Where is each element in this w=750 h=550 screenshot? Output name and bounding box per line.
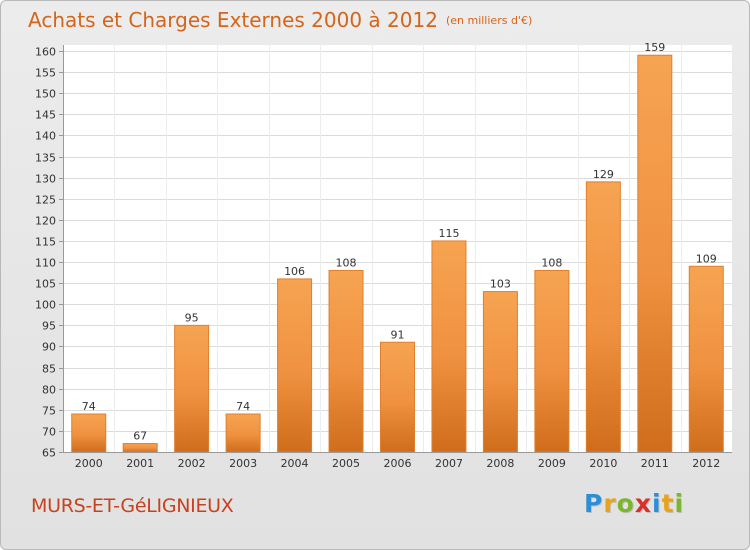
bar-value-label: 109 [696, 252, 717, 265]
y-tick-label: 90 [42, 341, 56, 354]
bar [225, 413, 261, 453]
logo-letter: i [674, 489, 685, 518]
chart-subtitle: (en milliers d'€) [445, 14, 533, 27]
logo-letter: x [634, 489, 652, 518]
y-tick-label: 155 [35, 67, 56, 80]
proxiti-logo: Proxiti [584, 489, 684, 518]
y-tick-label: 125 [35, 194, 56, 207]
bar [431, 240, 467, 453]
x-tick-label: 2002 [178, 457, 206, 470]
y-tick-label: 80 [42, 384, 56, 397]
logo-letter: t [661, 489, 675, 518]
bar [174, 324, 210, 453]
bar [534, 269, 570, 453]
y-tick-label: 150 [35, 88, 56, 101]
y-tick-label: 120 [35, 215, 56, 228]
x-tick-label: 2010 [589, 457, 617, 470]
bar-value-label: 108 [541, 256, 562, 269]
x-tick-label: 2009 [538, 457, 566, 470]
bar-value-label: 129 [593, 168, 614, 181]
x-tick-label: 2004 [281, 457, 309, 470]
chart-title-text: Achats et Charges Externes 2000 à 2012 [28, 8, 438, 32]
bar [585, 181, 621, 453]
bar [380, 341, 415, 453]
bar-value-label: 108 [336, 256, 357, 269]
y-tick-label: 115 [35, 236, 56, 249]
x-tick-label: 2001 [126, 457, 154, 470]
bar [688, 265, 724, 453]
x-tick-label: 2000 [75, 457, 103, 470]
y-tick-label: 110 [35, 257, 56, 270]
bar-value-label: 67 [133, 430, 147, 443]
bar-value-label: 103 [490, 278, 511, 291]
y-tick-label: 65 [42, 447, 56, 460]
bar [71, 413, 107, 453]
bar-value-label: 115 [438, 227, 459, 240]
bar-value-label: 159 [644, 41, 665, 54]
bar-value-label: 74 [82, 400, 96, 413]
bar [637, 54, 673, 453]
chart-title: Achats et Charges Externes 2000 à 2012 (e… [28, 8, 532, 32]
bar-value-label: 95 [185, 311, 199, 324]
x-tick-label: 2005 [332, 457, 360, 470]
axis-layer: 2000 2001 2002 2003 2004 2005 2006 2007 2008 2009… [63, 45, 732, 470]
bar-value-label: 74 [236, 400, 250, 413]
bar-layer: 74 67 95 74 106 108 91 115 103 108 129 159 109 [71, 41, 724, 453]
bar-value-label: 106 [284, 265, 305, 278]
x-tick-label: 2006 [384, 457, 412, 470]
y-tick-label: 85 [42, 363, 56, 376]
bar [328, 269, 364, 453]
y-tick-label: 140 [35, 130, 56, 143]
logo-letter: i [652, 489, 662, 518]
y-tick-label: 145 [35, 109, 56, 122]
y-tick-label: 70 [42, 426, 56, 439]
x-tick-label: 2008 [486, 457, 514, 470]
bar [122, 443, 158, 453]
bar [277, 278, 313, 453]
city-name: MURS-ET-GéLIGNIEUX [31, 495, 234, 517]
x-tick-label: 2011 [641, 457, 669, 470]
logo-letter: P [584, 489, 604, 518]
x-tick-label: 2012 [692, 457, 720, 470]
x-tick-label: 2007 [435, 457, 463, 470]
y-tick-label: 130 [35, 173, 56, 186]
y-tick-label: 105 [35, 278, 56, 291]
logo-letter: r [603, 489, 617, 518]
logo-letter: o [616, 489, 635, 518]
bar [482, 291, 518, 453]
bar-value-label: 91 [391, 328, 405, 341]
y-tick-label: 95 [42, 320, 56, 333]
y-tick-label: 135 [35, 152, 56, 165]
y-tick-label: 75 [42, 405, 56, 418]
x-tick-label: 2003 [229, 457, 257, 470]
y-tick-label: 160 [35, 46, 56, 59]
y-tick-label: 100 [35, 299, 56, 312]
